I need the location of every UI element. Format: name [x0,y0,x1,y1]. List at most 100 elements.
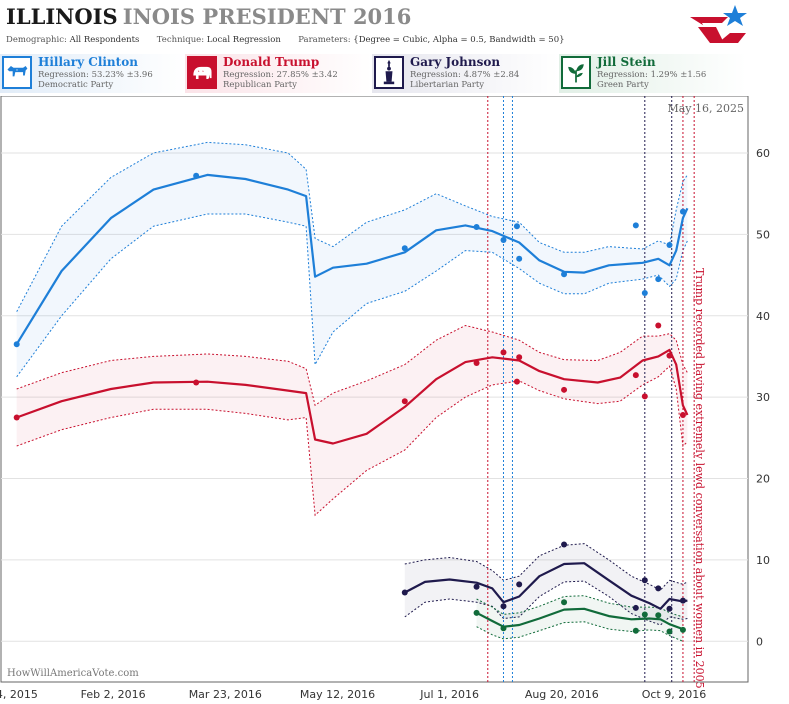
candidate-party: Republican Party [223,80,297,90]
data-point [679,626,686,633]
data-point [473,224,480,231]
y-tick-label: 40 [756,310,770,323]
header: ILLINOIS INOIS PRESIDENT 2016 Demographi… [0,0,789,96]
data-point [655,322,662,329]
demographic-value: All Respondents [69,35,140,45]
data-point [516,354,523,361]
candidate-party: Libertarian Party [410,80,485,90]
data-point [655,612,662,619]
series-line [16,348,689,445]
y-tick-label: 60 [756,147,770,160]
candidate-party: Green Party [597,80,649,90]
candidate-regression: Regression: 53.23% ±3.96 [38,70,153,80]
data-point [666,605,673,612]
x-tick-label: Dec 14, 2015 [0,688,38,701]
elephant-icon [187,56,217,89]
data-point [666,628,673,635]
data-point [13,341,20,348]
legend-johnson: Gary Johnson Regression: 4.87% ±2.84 Lib… [372,54,559,93]
x-tick-label: Jul 1, 2016 [419,688,479,701]
star-flag-logo-icon [690,5,747,43]
y-tick-label: 0 [756,635,763,648]
confidence-band [476,595,683,642]
data-point [679,597,686,604]
data-point [500,625,507,632]
title-state: ILLINOIS [6,4,118,29]
data-point [655,585,662,592]
candidate-regression: Regression: 27.85% ±3.42 [223,70,338,80]
event-annotation: Trump recorded having extremely lewd con… [693,268,706,689]
data-point [561,599,568,606]
data-point [679,412,686,419]
parameters-key: Parameters: [298,35,351,45]
candidate-name: Gary Johnson [410,55,501,69]
confidence-band [16,325,688,516]
data-point [500,349,507,356]
x-tick-label: Aug 20, 2016 [525,688,599,701]
demographic-key: Demographic: [6,35,67,45]
data-point [13,414,20,421]
data-point [473,359,480,366]
data-point [679,208,686,215]
data-point [632,627,639,634]
x-tick-label: Mar 23, 2016 [189,688,262,701]
candidate-party: Democratic Party [38,80,114,90]
candidate-name: Jill Stein [597,55,656,69]
plot-frame [0,96,749,683]
data-point [401,589,408,596]
data-point [641,289,648,296]
x-tick-label: May 12, 2016 [300,688,375,701]
legend-stein: Jill Stein Regression: 1.29% ±1.56 Green… [559,54,746,93]
data-point [513,223,520,230]
data-point [193,379,200,386]
data-point [666,241,673,248]
candidate-regression: Regression: 4.87% ±2.84 [410,70,520,80]
candidate-name: Donald Trump [223,55,320,69]
data-point [500,237,507,244]
data-point [473,609,480,616]
data-point [513,378,520,385]
data-point [641,577,648,584]
parameters-value: {Degree = Cubic, Alpha = 0.5, Bandwidth … [353,35,565,45]
y-tick-label: 50 [756,228,770,241]
confidence-band [404,543,688,625]
band-lower-line [16,365,688,517]
band-upper-line [16,324,688,407]
technique-value: Local Regression [206,35,281,45]
data-point [561,386,568,393]
plant-icon [561,56,591,89]
band-lower-line [16,213,688,378]
legend-trump: Donald Trump Regression: 27.85% ±3.42 Re… [185,54,372,93]
y-tick-label: 20 [756,473,770,486]
data-point [561,541,568,548]
x-tick-label: Feb 2, 2016 [81,688,146,701]
y-tick-label: 30 [756,391,770,404]
poll-chart: 0 10 20 30 40 50 60 Dec 14, 2015 Feb 2, 2016 Mar … [0,96,770,701]
data-point [632,222,639,229]
title-race: INOIS PRESIDENT 2016 [122,4,412,29]
data-point [401,398,408,405]
candidate-regression: Regression: 1.29% ±1.56 [597,70,707,80]
page-title: ILLINOIS INOIS PRESIDENT 2016 [6,4,411,29]
series-line [15,173,689,345]
legend-clinton: Hillary Clinton Regression: 53.23% ±3.96… [0,54,185,93]
data-point [516,255,523,262]
data-point [473,583,480,590]
data-point [193,172,200,179]
data-point [666,352,673,359]
data-point [516,581,523,588]
parameters-row: Demographic: All Respondents Technique: … [6,35,565,45]
data-point [641,611,648,618]
data-point [632,372,639,379]
series-line [404,562,688,610]
confidence-band [16,142,688,377]
data-point [655,276,662,283]
data-point [641,393,648,400]
date-label: May 16, 2025 [667,102,744,115]
band-lower-line [476,621,684,642]
donkey-icon [2,56,32,89]
watermark: HowWillAmericaVote.com [7,668,139,679]
data-point [561,271,568,278]
candidate-name: Hillary Clinton [38,55,138,69]
x-tick-label: Oct 9, 2016 [642,688,707,701]
